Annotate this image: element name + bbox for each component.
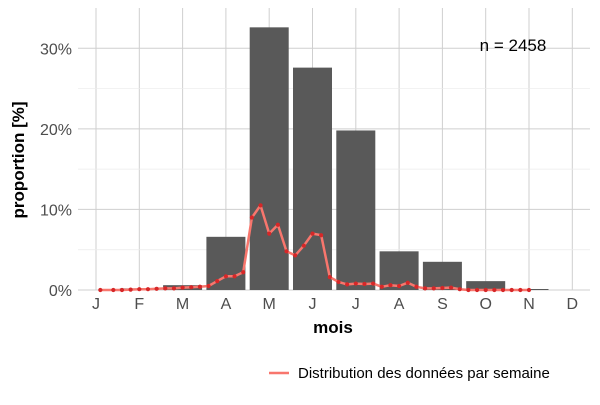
weekly-distribution-point <box>345 282 350 287</box>
y-tick-label: 20% <box>40 122 72 139</box>
weekly-distribution-point <box>379 284 384 289</box>
line-layer <box>98 203 532 293</box>
y-tick-labels: 0% 10% 20% 30% <box>40 41 72 300</box>
x-tick-label: A <box>394 296 405 313</box>
bar <box>336 130 376 290</box>
weekly-distribution-point <box>137 287 142 292</box>
weekly-distribution-point <box>128 287 133 292</box>
x-tick-label: M <box>176 296 189 313</box>
weekly-distribution-point <box>258 203 263 208</box>
y-tick-label: 0% <box>49 283 72 300</box>
x-tick-label: A <box>221 296 232 313</box>
weekly-distribution-point <box>145 287 151 292</box>
x-tick-label: N <box>523 296 535 313</box>
weekly-distribution-point <box>111 287 116 293</box>
weekly-distribution-point <box>336 279 341 285</box>
x-tick-label: J <box>92 296 100 313</box>
weekly-distribution-point <box>388 283 393 288</box>
weekly-distribution-point <box>171 286 177 291</box>
weekly-distribution-point <box>327 275 332 280</box>
weekly-distribution-point <box>397 283 402 289</box>
weekly-distribution-point <box>293 253 298 258</box>
weekly-distribution-point <box>448 285 454 290</box>
weekly-distribution-point <box>310 231 315 236</box>
weekly-distribution-point <box>509 287 514 293</box>
sample-size-annotation: n = 2458 <box>480 36 547 55</box>
y-tick-label: 30% <box>40 41 72 58</box>
weekly-distribution-point <box>466 287 471 293</box>
weekly-distribution-point <box>422 286 428 291</box>
x-tick-label: F <box>134 296 144 313</box>
weekly-distribution-point <box>215 279 220 284</box>
weekly-distribution-point <box>483 287 488 293</box>
bar <box>466 281 506 290</box>
weekly-distribution-point <box>249 215 254 220</box>
weekly-distribution-point <box>154 286 159 291</box>
weekly-distribution-point <box>500 287 506 293</box>
weekly-distribution-point <box>189 285 194 290</box>
weekly-distribution-point <box>431 286 436 291</box>
weekly-distribution-point <box>405 280 410 285</box>
x-tick-label: M <box>263 296 276 313</box>
y-axis-title: proportion [%] <box>9 101 28 218</box>
weekly-distribution-point <box>526 287 532 293</box>
legend-label: Distribution des données par semaine <box>298 365 550 382</box>
x-axis-title: mois <box>313 318 353 337</box>
weekly-distribution-point <box>518 287 523 293</box>
x-tick-label: J <box>309 296 317 313</box>
bar <box>206 236 246 290</box>
weekly-distribution-point <box>98 287 103 293</box>
weekly-distribution-point <box>163 286 168 291</box>
bar-layer <box>119 27 549 290</box>
weekly-distribution-point <box>457 287 462 292</box>
weekly-distribution-point <box>362 281 367 287</box>
y-tick-label: 10% <box>40 202 72 219</box>
weekly-distribution-point <box>241 270 246 275</box>
weekly-distribution-point <box>353 281 358 286</box>
bar <box>422 261 462 290</box>
weekly-distribution-point <box>119 287 125 293</box>
x-tick-label: D <box>567 296 579 313</box>
weekly-distribution-point <box>474 287 480 293</box>
weekly-distribution-point <box>440 285 445 291</box>
weekly-distribution-point <box>206 283 211 289</box>
x-tick-label: O <box>479 296 491 313</box>
weekly-distribution-point <box>232 274 237 279</box>
weekly-distribution-point <box>371 281 376 286</box>
weekly-distribution-point <box>180 285 185 290</box>
x-tick-label: S <box>437 296 448 313</box>
weekly-distribution-point <box>414 284 419 289</box>
weekly-distribution-point <box>319 233 324 238</box>
weekly-distribution-point <box>275 222 280 227</box>
weekly-distribution-point <box>267 231 272 236</box>
weekly-distribution-point <box>223 274 228 279</box>
weekly-distribution-point <box>284 249 289 254</box>
weekly-distribution-point <box>301 243 306 248</box>
weekly-distribution-point <box>197 284 203 289</box>
x-tick-label: J <box>352 296 360 313</box>
weekly-distribution-point <box>492 287 497 293</box>
bar <box>249 27 289 290</box>
legend: Distribution des données par semaine <box>269 365 550 382</box>
